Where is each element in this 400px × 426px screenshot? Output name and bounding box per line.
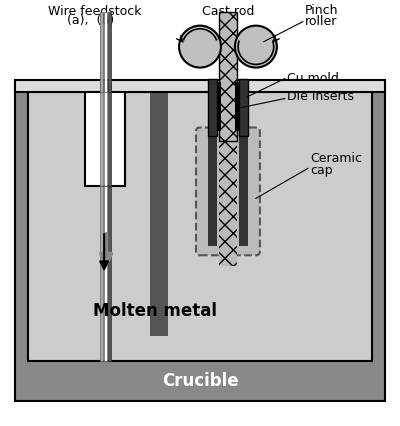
- Text: Die inserts: Die inserts: [287, 90, 354, 103]
- Bar: [85, 81, 125, 187]
- Text: Wire feedstock: Wire feedstock: [48, 5, 142, 17]
- Text: Ceramic: Ceramic: [310, 152, 362, 165]
- Bar: [208, 136, 217, 246]
- Bar: [100, 12, 103, 92]
- Bar: [150, 89, 168, 336]
- Bar: [15, 83, 385, 401]
- Bar: [104, 12, 107, 92]
- Bar: [104, 187, 107, 361]
- Text: Molten metal: Molten metal: [93, 302, 217, 320]
- Bar: [208, 78, 217, 136]
- Bar: [104, 81, 107, 187]
- Text: Crucible: Crucible: [162, 372, 238, 390]
- Bar: [100, 81, 103, 187]
- Text: roller: roller: [305, 14, 337, 28]
- Bar: [219, 12, 237, 141]
- Bar: [15, 80, 385, 92]
- Text: Pinch: Pinch: [305, 4, 338, 17]
- Bar: [235, 81, 239, 132]
- Bar: [239, 78, 248, 136]
- Text: (a),  (b): (a), (b): [67, 14, 114, 27]
- Text: cap: cap: [310, 164, 332, 177]
- Circle shape: [235, 26, 277, 68]
- Bar: [217, 81, 221, 132]
- Bar: [100, 187, 103, 361]
- Text: Cu mold: Cu mold: [287, 72, 339, 85]
- Bar: [239, 136, 248, 246]
- Bar: [219, 92, 237, 266]
- Circle shape: [179, 26, 221, 68]
- Bar: [108, 187, 111, 361]
- Bar: [108, 81, 111, 187]
- Text: Cast rod: Cast rod: [202, 5, 254, 17]
- Bar: [28, 92, 372, 361]
- FancyBboxPatch shape: [196, 127, 260, 255]
- Bar: [108, 12, 111, 92]
